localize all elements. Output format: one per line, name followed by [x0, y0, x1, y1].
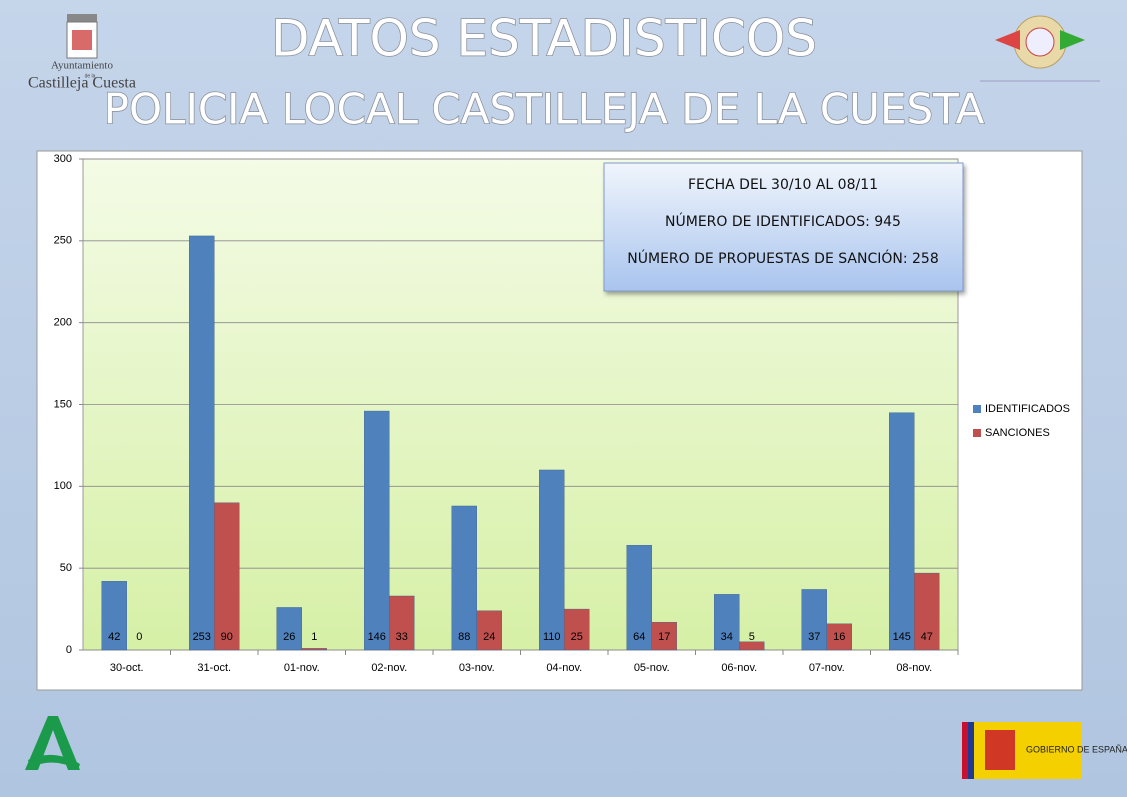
- value-label: 34: [721, 631, 733, 643]
- x-tick-label: 05-nov.: [634, 662, 670, 674]
- y-tick-label: 0: [66, 644, 72, 656]
- x-tick-label: 01-nov.: [284, 662, 320, 674]
- value-label: 5: [749, 631, 755, 643]
- bar: [714, 594, 740, 651]
- y-tick-label: 300: [54, 153, 72, 165]
- bar: [476, 610, 502, 651]
- y-tick-label: 250: [54, 235, 72, 247]
- x-tick-label: 08-nov.: [896, 662, 932, 674]
- y-tick-label: 100: [54, 480, 72, 492]
- slide-title: DATOS ESTADISTICOS: [271, 10, 817, 68]
- bar: [564, 608, 590, 651]
- value-label: 33: [396, 631, 408, 643]
- logo-text: Castilleja Cuesta: [28, 75, 136, 92]
- bar: [801, 589, 827, 651]
- x-tick-label: 04-nov.: [546, 662, 582, 674]
- bar: [101, 581, 127, 651]
- logo-left: Ayuntamiento de la Castilleja Cuesta: [28, 14, 136, 92]
- bar: [389, 595, 415, 651]
- chart: 0 50 100 150 200 250 300 30-oct. 42 0 31-oct. 253 90…: [54, 153, 1070, 674]
- value-label: 88: [458, 631, 470, 643]
- logo-police: [980, 15, 1100, 82]
- logo-text: Ayuntamiento: [51, 60, 113, 72]
- value-label: 146: [368, 631, 386, 643]
- annotation-box: [603, 162, 964, 292]
- logo-gobierno: GOBIERNO DE ESPAÑA: [962, 722, 1127, 779]
- x-tick-label: 31-oct.: [197, 662, 231, 674]
- bar: [826, 623, 852, 651]
- value-label: 0: [136, 631, 142, 643]
- x-tick-label: 02-nov.: [371, 662, 407, 674]
- annotation-text: NÚMERO DE PROPUESTAS DE SANCIÓN: 258: [627, 249, 938, 267]
- y-tick-label: 150: [54, 398, 72, 410]
- value-label: 145: [893, 631, 911, 643]
- bar: [451, 505, 477, 651]
- value-label: 37: [808, 631, 820, 643]
- y-tick-label: 50: [60, 562, 72, 574]
- value-label: 110: [543, 631, 561, 643]
- value-label: 25: [571, 631, 583, 643]
- legend-label: SANCIONES: [985, 427, 1050, 439]
- value-label: 42: [108, 631, 120, 643]
- value-label: 1: [311, 631, 317, 643]
- x-tick-label: 06-nov.: [721, 662, 757, 674]
- legend-swatch: [973, 405, 981, 413]
- legend-swatch: [973, 429, 981, 437]
- x-tick-label: 30-oct.: [110, 662, 144, 674]
- bar: [189, 235, 215, 651]
- bar: [889, 412, 915, 651]
- value-label: 16: [833, 631, 845, 643]
- value-label: 26: [283, 631, 295, 643]
- value-label: 17: [658, 631, 670, 643]
- value-label: 90: [221, 631, 233, 643]
- logo-text: de la: [85, 73, 96, 79]
- bar: [364, 410, 390, 651]
- bar: [539, 469, 565, 651]
- bar: [914, 572, 940, 651]
- annotation-text: NÚMERO DE IDENTIFICADOS: 945: [665, 212, 901, 230]
- bar: [214, 502, 240, 651]
- value-label: 253: [193, 631, 211, 643]
- bar: [301, 648, 327, 651]
- x-tick-label: 03-nov.: [459, 662, 495, 674]
- bar: [626, 545, 652, 651]
- x-tick-label: 07-nov.: [809, 662, 845, 674]
- value-label: 47: [921, 631, 933, 643]
- value-label: 24: [483, 631, 495, 643]
- bar: [739, 641, 765, 651]
- y-tick-label: 200: [54, 317, 72, 329]
- logo-junta: [25, 716, 80, 770]
- value-label: 64: [633, 631, 645, 643]
- bar: [651, 621, 677, 651]
- bar: [276, 607, 302, 651]
- annotation-text: FECHA DEL 30/10 AL 08/11: [688, 177, 878, 193]
- logo-text: GOBIERNO DE ESPAÑA: [1026, 744, 1127, 754]
- legend-label: IDENTIFICADOS: [985, 403, 1070, 415]
- slide-subtitle: POLICIA LOCAL CASTILLEJA DE LA CUESTA: [104, 85, 985, 134]
